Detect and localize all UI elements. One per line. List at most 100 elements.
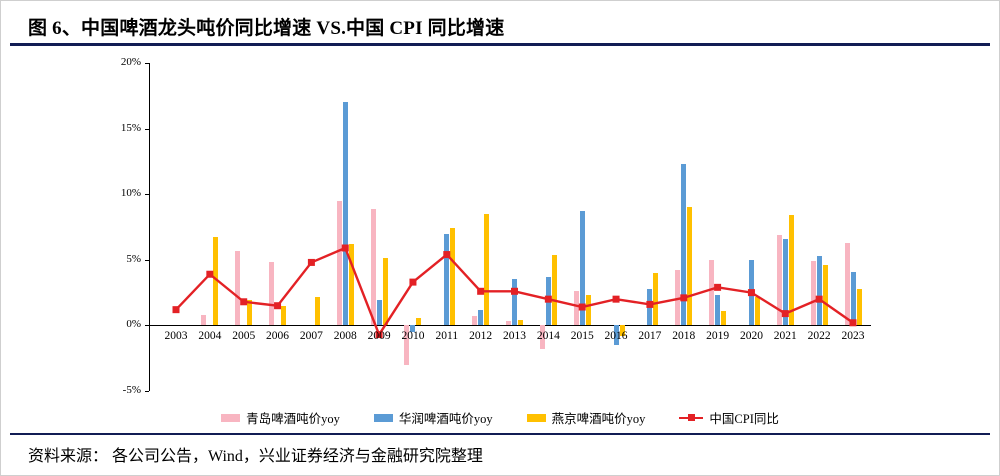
bar-huarun-2021 <box>782 238 788 326</box>
bar-huarun-2013 <box>512 279 517 326</box>
bar-yanjing-2011 <box>450 228 456 326</box>
bar-qingdao-2023 <box>844 242 850 326</box>
y-tick-mark <box>145 325 149 327</box>
bar-qingdao-2004 <box>201 314 207 326</box>
x-tick-label: 2003 <box>164 330 188 343</box>
bar-qingdao-2005 <box>235 250 241 326</box>
bar-yanjing-2010 <box>416 317 422 326</box>
legend-label: 青岛啤酒吨价yoy <box>246 412 340 426</box>
bar-yanjing-2022 <box>822 265 828 326</box>
cpi-marker-2019 <box>714 283 722 291</box>
chart-legend: 青岛啤酒吨价yoy 华润啤酒吨价yoy 燕京啤酒吨价yoy 中国CPI同比 <box>1 408 999 427</box>
legend-item-yanjing: 燕京啤酒吨价yoy <box>526 408 646 427</box>
bar-yanjing-2019 <box>721 310 727 326</box>
legend-line-swatch <box>679 413 704 422</box>
bar-yanjing-2023 <box>856 288 862 326</box>
y-tick-label: 20% <box>120 56 141 68</box>
y-tick-mark <box>145 194 149 196</box>
x-tick-label: 2017 <box>638 330 662 343</box>
bar-huarun-2014 <box>545 276 551 326</box>
y-tick-label: -5% <box>122 384 141 396</box>
legend-label: 华润啤酒吨价yoy <box>398 412 493 426</box>
cpi-marker-2005 <box>240 298 248 306</box>
y-tick-label: 0% <box>126 318 141 331</box>
bar-huarun-2022 <box>816 255 822 326</box>
y-tick-label: 15% <box>120 121 141 134</box>
legend-item-cpi: 中国CPI同比 <box>679 408 779 427</box>
bar-qingdao-2022 <box>810 261 816 326</box>
y-tick-mark <box>145 128 149 130</box>
source-note: 资料来源： 各公司公告，Wind，兴业证券经济与金融研究院整理 <box>28 448 483 465</box>
bar-huarun-2008 <box>342 102 348 326</box>
bar-yanjing-2009 <box>382 258 388 326</box>
bar-yanjing-2018 <box>687 207 693 326</box>
cpi-marker-2007 <box>307 258 315 266</box>
x-tick-label: 2005 <box>232 330 256 343</box>
bar-qingdao-2018 <box>675 270 681 326</box>
y-tick-label: 5% <box>126 252 141 265</box>
x-tick-label: 2019 <box>706 330 730 343</box>
x-tick-label: 2020 <box>739 330 763 343</box>
bar-huarun-2018 <box>681 164 687 326</box>
figure-title: 图 6、中国啤酒龙头吨价同比增速 VS.中国 CPI 同比增速 <box>28 18 505 39</box>
bar-qingdao-2019 <box>709 259 715 326</box>
legend-item-qingdao: 青岛啤酒吨价yoy <box>221 408 340 427</box>
bar-yanjing-2017 <box>653 272 659 326</box>
legend-swatch-qingdao <box>221 413 241 422</box>
cpi-marker-2016 <box>612 295 620 303</box>
bar-huarun-2020 <box>748 259 754 326</box>
bar-huarun-2011 <box>444 233 450 326</box>
x-tick-label: 2021 <box>773 330 797 343</box>
beer-price-vs-cpi-chart: 2003 2004 2005 2006 2007 2008 2009 2010 2011 2012… <box>1 56 999 405</box>
x-tick-label: 2010 <box>401 330 425 343</box>
x-tick-label: 2016 <box>604 330 628 343</box>
bar-qingdao-2013 <box>506 321 511 326</box>
x-tick-label: 2011 <box>435 330 459 343</box>
bar-qingdao-2010 <box>404 325 410 365</box>
bar-qingdao-2015 <box>573 291 579 326</box>
x-tick-label: 2006 <box>266 330 290 343</box>
bar-qingdao-2021 <box>776 234 782 326</box>
bar-qingdao-2012 <box>472 316 478 326</box>
x-tick-label: 2014 <box>536 330 560 343</box>
x-tick-label: 2023 <box>841 330 865 343</box>
bar-yanjing-2014 <box>551 254 557 326</box>
bar-qingdao-2008 <box>336 200 342 326</box>
x-tick-label: 2015 <box>570 330 594 343</box>
x-tick-label: 2018 <box>672 330 696 343</box>
legend-swatch-huarun <box>373 413 393 422</box>
cpi-marker-2003 <box>172 306 180 314</box>
bar-yanjing-2021 <box>788 215 794 326</box>
cpi-marker-2010 <box>409 278 417 286</box>
x-tick-label: 2009 <box>367 330 391 343</box>
x-tick-label: 2013 <box>503 330 526 343</box>
bar-yanjing-2004 <box>213 237 219 326</box>
bar-qingdao-2006 <box>269 262 275 326</box>
bar-yanjing-2008 <box>348 244 354 326</box>
x-tick-label: 2022 <box>807 330 831 343</box>
cpi-marker-2006 <box>274 302 282 310</box>
bar-huarun-2019 <box>715 295 721 326</box>
bar-yanjing-2013 <box>518 320 523 326</box>
y-tick-mark <box>145 391 149 392</box>
legend-label: 中国CPI同比 <box>709 412 779 426</box>
cpi-marker-2004 <box>206 270 214 278</box>
bar-huarun-2023 <box>850 271 856 326</box>
bar-yanjing-2020 <box>754 296 760 326</box>
bar-yanjing-2015 <box>585 295 591 326</box>
y-tick-mark <box>145 259 149 261</box>
plot-area: 2003 2004 2005 2006 2007 2008 2009 2010 2011 2012… <box>149 63 871 391</box>
legend-line-marker <box>687 414 695 421</box>
bar-yanjing-2007 <box>314 296 320 326</box>
x-tick-label: 2004 <box>198 330 222 343</box>
bar-huarun-2017 <box>647 288 653 326</box>
y-tick-label: 10% <box>120 187 141 200</box>
footer-rule <box>10 433 990 435</box>
bar-yanjing-2006 <box>281 305 287 326</box>
legend-label: 燕京啤酒吨价yoy <box>551 412 646 426</box>
title-rule <box>10 43 990 46</box>
bar-huarun-2012 <box>478 309 484 326</box>
bar-huarun-2009 <box>376 300 382 326</box>
cpi-marker-2012 <box>477 287 485 295</box>
